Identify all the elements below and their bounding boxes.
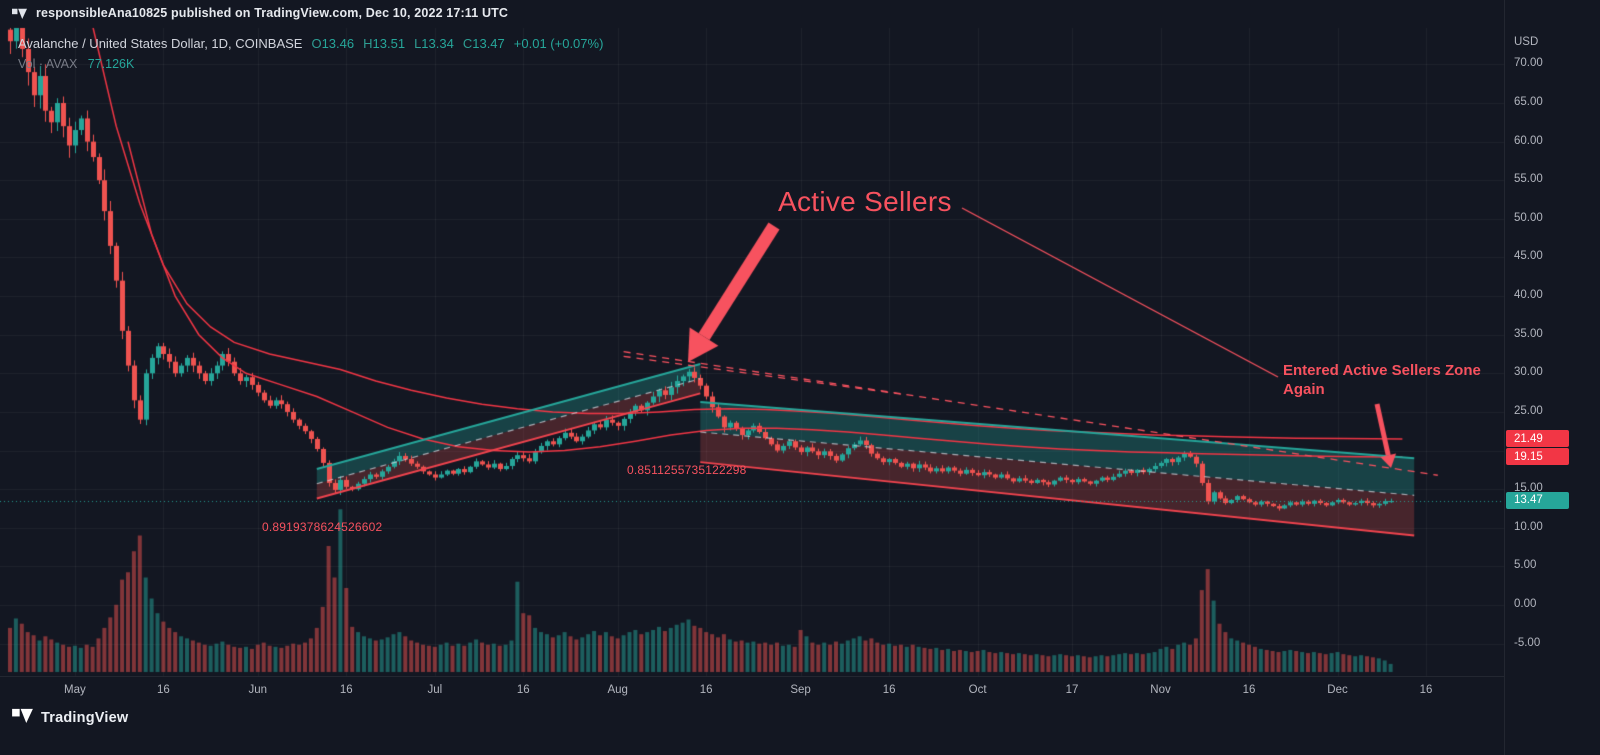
time-tick-label: 16 (699, 684, 713, 696)
price-axis[interactable]: USD 70.00 65.00 60.00 55.00 50.00 45.00 40.00 3… (1504, 0, 1600, 755)
price-tick-label: 30.00 (1514, 366, 1543, 379)
channel-level-label-rising[interactable]: 0.8919378624526602 (262, 520, 383, 534)
ohlc-open: O13.46 (311, 36, 355, 51)
time-tick-label: Jun (248, 684, 268, 696)
time-tick-label: Nov (1150, 684, 1171, 696)
symbol-header[interactable]: Avalanche / United States Dollar, 1D, CO… (18, 36, 603, 51)
price-tick-label: 40.00 (1514, 289, 1543, 302)
price-tick-label: 15.00 (1514, 482, 1543, 495)
symbol-title[interactable]: Avalanche / United States Dollar, 1D, CO… (18, 36, 303, 51)
time-tick-label: 16 (156, 684, 170, 696)
tradingview-brand[interactable]: TradingView (12, 707, 128, 728)
price-badge: 19.15 (1506, 448, 1569, 466)
active-sellers-label[interactable]: Active Sellers (778, 186, 952, 217)
time-tick-label: Oct (968, 684, 987, 696)
price-tick-label: 55.00 (1514, 173, 1543, 186)
price-tick-label: 70.00 (1514, 57, 1543, 70)
price-tick-label: 25.00 (1514, 404, 1543, 417)
price-badge: 13.47 (1506, 491, 1569, 509)
ohlc-close: C13.47 (462, 36, 505, 51)
time-tick-label: Jul (427, 684, 443, 696)
price-tick-label: 35.00 (1514, 327, 1543, 340)
time-tick-label: 16 (1242, 684, 1256, 696)
change-value: +0.01 (+0.07%) (513, 36, 604, 51)
tradingview-mark-icon (12, 7, 27, 20)
time-tick-label: Dec (1327, 684, 1348, 696)
time-tick-label: 17 (1065, 684, 1079, 696)
price-tick-label: 60.00 (1514, 134, 1543, 147)
ohlc-high: H13.51 (363, 36, 406, 51)
time-tick-label: 16 (882, 684, 896, 696)
publish-bar: responsibleAna10825 published on Trading… (12, 6, 508, 20)
currency-label: USD (1514, 36, 1539, 48)
price-tick-label: 65.00 (1514, 96, 1543, 108)
volume-label: Vol · AVAX (18, 57, 78, 71)
time-tick-label: 16 (516, 684, 530, 696)
price-tick-label: 0.00 (1514, 598, 1537, 610)
entered-zone-label[interactable]: Entered Active Sellers Zone Again (1283, 362, 1481, 398)
price-tick-label: 10.00 (1514, 520, 1543, 533)
brand-text: TradingView (41, 709, 129, 726)
time-axis[interactable]: May 16 Jun 16 Jul 16 Aug 16 Sep 16 Oct 17 Nov 16 Dec 16 (0, 676, 1504, 707)
price-tick-label: 5.00 (1514, 559, 1537, 572)
publish-text: responsibleAna10825 published on Trading… (36, 6, 509, 20)
time-tick-label: 16 (1419, 684, 1433, 696)
price-badge: 21.49 (1506, 430, 1569, 448)
time-tick-label: Sep (790, 684, 811, 696)
time-tick-label: May (64, 684, 86, 696)
volume-value: 77.126K (87, 57, 135, 71)
ohlc-low: L13.34 (414, 36, 454, 51)
price-tick-label: -5.00 (1514, 636, 1541, 649)
channel-level-label-descending[interactable]: 0.8511255735122298 (627, 463, 747, 477)
tradingview-logo-icon (12, 707, 33, 728)
time-tick-label: Aug (607, 684, 628, 696)
price-tick-label: 50.00 (1514, 211, 1543, 224)
price-tick-label: 45.00 (1514, 250, 1543, 263)
time-tick-label: 16 (339, 684, 353, 696)
volume-legend[interactable]: Vol · AVAX 77.126K (18, 57, 134, 71)
